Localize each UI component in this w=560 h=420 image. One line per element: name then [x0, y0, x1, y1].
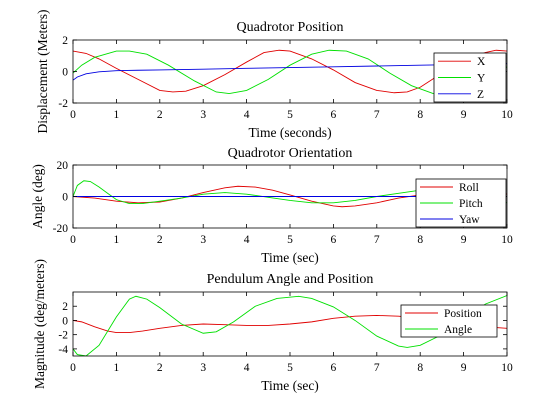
- legend-label-yaw: Yaw: [459, 214, 480, 226]
- x-axis-label: Time (seconds): [248, 125, 331, 140]
- legend-box: [400, 304, 498, 338]
- chart-title: Quadrotor Orientation: [228, 146, 353, 161]
- legend-label-z: Z: [477, 89, 484, 101]
- x-tick-label: 5: [287, 234, 293, 246]
- y-axis-label: Magnitude (deg/meters): [32, 259, 47, 389]
- x-tick-label: 7: [374, 109, 380, 121]
- legend-label-position: Position: [444, 308, 482, 320]
- x-tick-label: 1: [114, 362, 120, 374]
- y-tick-label: -2: [58, 330, 68, 342]
- x-tick-label: 10: [501, 362, 513, 374]
- chart-3: 0 1 2 3 4 5 6 7 8 9 10 -4 -2 0 2 Pendulum Angle and Pos…: [32, 259, 513, 393]
- x-tick-label: 8: [417, 362, 423, 374]
- x-tick-label: 4: [244, 234, 250, 246]
- x-tick-label: 0: [70, 362, 76, 374]
- x-tick-label: 1: [114, 234, 120, 246]
- x-tick-label: 9: [461, 234, 467, 246]
- y-tick-label: 20: [57, 160, 69, 172]
- x-tick-label: 2: [157, 109, 163, 121]
- y-tick-label: -20: [53, 223, 69, 235]
- x-tick-label: 7: [374, 362, 380, 374]
- x-tick-label: 8: [417, 234, 423, 246]
- legend: Roll Pitch Yaw: [415, 178, 507, 228]
- x-tick-label: 4: [244, 362, 250, 374]
- x-axis-label: Time (sec): [261, 250, 319, 265]
- legend: XYZ: [433, 52, 507, 103]
- chart-title: Pendulum Angle and Position: [207, 272, 374, 287]
- x-tick-label: 2: [157, 362, 163, 374]
- y-tick-label: -4: [58, 344, 68, 356]
- x-tick-label: 5: [287, 362, 293, 374]
- series-line-angle: [73, 295, 507, 356]
- x-tick-label: 10: [501, 234, 513, 246]
- x-tick-label: 0: [70, 234, 76, 246]
- x-tick-label: 2: [157, 234, 163, 246]
- y-tick-label: -2: [58, 98, 68, 110]
- legend: Position Angle: [400, 304, 498, 338]
- x-tick-label: 6: [331, 362, 337, 374]
- x-tick-label: 9: [461, 109, 467, 121]
- x-tick-label: 1: [114, 109, 120, 121]
- series-line-z: [73, 63, 507, 81]
- x-tick-label: 9: [461, 362, 467, 374]
- legend-label-pitch: Pitch: [459, 198, 483, 210]
- y-tick-label: 0: [62, 67, 68, 79]
- legend-label-y: Y: [477, 73, 486, 85]
- legend-label-roll: Roll: [459, 182, 479, 194]
- x-tick-label: 6: [331, 109, 337, 121]
- y-axis-label: Angle (deg): [30, 164, 45, 229]
- x-tick-label: 6: [331, 234, 337, 246]
- x-tick-label: 7: [374, 234, 380, 246]
- x-tick-label: 3: [200, 109, 206, 121]
- y-tick-label: 2: [62, 35, 68, 47]
- x-tick-label: 3: [200, 362, 206, 374]
- x-tick-label: 3: [200, 234, 206, 246]
- legend-label-x: X: [477, 56, 486, 68]
- y-tick-label: 2: [62, 301, 68, 313]
- x-tick-label: 5: [287, 109, 293, 121]
- x-tick-label: 10: [501, 109, 513, 121]
- x-tick-label: 8: [417, 109, 423, 121]
- x-axis-label: Time (sec): [261, 378, 319, 393]
- y-axis-label: Displacement (Meters): [35, 9, 50, 133]
- y-tick-label: 0: [62, 192, 68, 204]
- x-tick-label: 0: [70, 109, 76, 121]
- legend-label-angle: Angle: [444, 324, 472, 336]
- x-tick-label: 4: [244, 109, 250, 121]
- chart-title: Quadrotor Position: [237, 20, 344, 35]
- y-tick-label: 0: [62, 315, 68, 327]
